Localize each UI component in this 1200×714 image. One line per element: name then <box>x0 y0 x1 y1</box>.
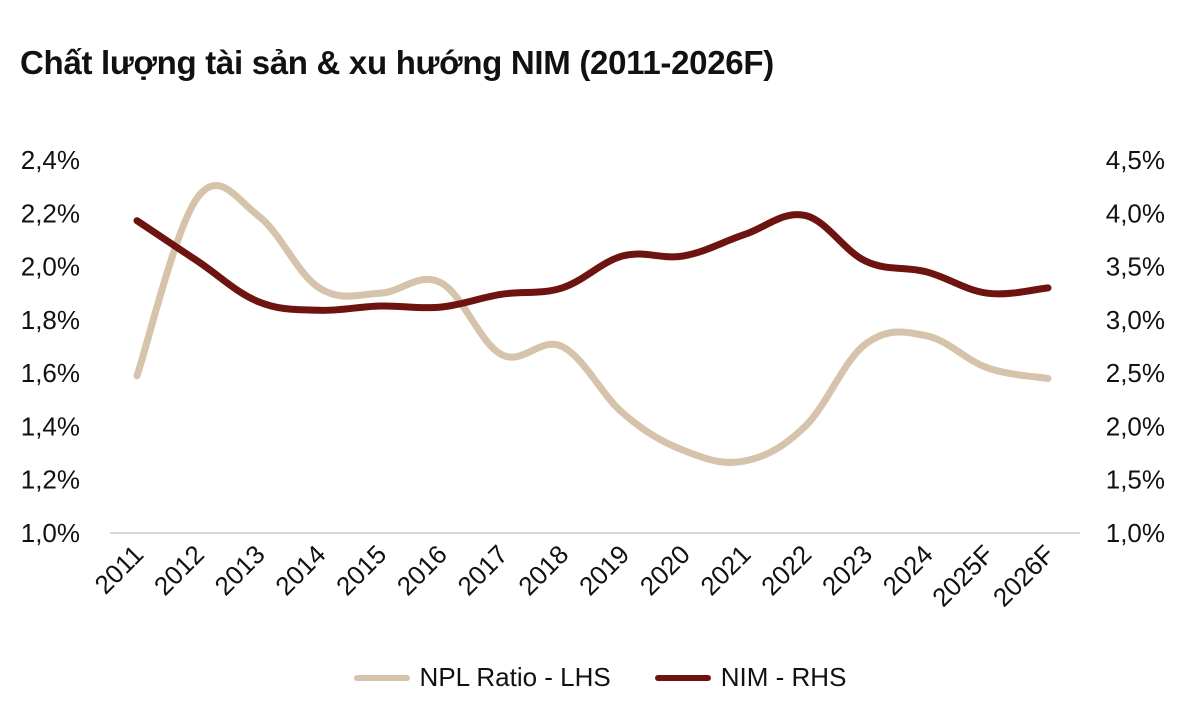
legend-swatch-nim <box>654 674 711 681</box>
right-tick-label: 4,0% <box>1106 198 1165 228</box>
left-tick-label: 2,2% <box>21 198 80 228</box>
right-tick-label: 1,0% <box>1106 518 1165 548</box>
x-tick-label: 2022 <box>755 539 817 601</box>
right-tick-label: 3,0% <box>1106 305 1165 335</box>
x-tick-label: 2025F <box>926 539 999 612</box>
chart-title: Chất lượng tài sản & xu hướng NIM (2011-… <box>20 44 774 81</box>
nim-line <box>133 211 1052 314</box>
left-axis: 1,0% 1,2% 1,4% 1,6% 1,8% 2,0% 2,2% 2,4% <box>21 145 80 548</box>
left-tick-label: 2,0% <box>21 252 80 282</box>
right-tick-label: 3,5% <box>1106 252 1165 282</box>
x-axis: 2011201220132014201520162017201820192020… <box>88 539 1060 612</box>
x-tick-label: 2026F <box>987 539 1060 612</box>
right-axis: 1,0% 1,5% 2,0% 2,5% 3,0% 3,5% 4,0% 4,5% <box>1106 145 1165 548</box>
x-tick-label: 2012 <box>148 539 210 601</box>
left-tick-label: 1,2% <box>21 465 80 495</box>
right-tick-label: 4,5% <box>1106 145 1165 175</box>
x-tick-label: 2014 <box>269 539 331 601</box>
x-tick-label: 2020 <box>634 539 696 601</box>
left-tick-label: 1,8% <box>21 305 80 335</box>
x-tick-label: 2018 <box>512 539 574 601</box>
x-tick-label: 2017 <box>452 539 514 601</box>
x-tick-label: 2019 <box>573 539 635 601</box>
legend-label-npl: NPL Ratio - LHS <box>419 662 611 692</box>
x-tick-label: 2016 <box>391 539 453 601</box>
x-tick-label: 2021 <box>694 539 756 601</box>
left-tick-label: 1,6% <box>21 358 80 388</box>
series-layer <box>133 182 1052 466</box>
legend: NPL Ratio - LHS NIM - RHS <box>0 662 1200 693</box>
legend-item-nim: NIM - RHS <box>654 662 847 693</box>
right-tick-label: 2,5% <box>1106 358 1165 388</box>
left-tick-label: 1,4% <box>21 411 80 441</box>
legend-item-npl: NPL Ratio - LHS <box>353 662 611 693</box>
x-tick-label: 2023 <box>816 539 878 601</box>
npl-ratio-line <box>133 182 1052 466</box>
legend-swatch-npl <box>353 674 410 681</box>
x-tick-label: 2011 <box>88 539 149 600</box>
x-tick-label: 2015 <box>330 539 392 601</box>
left-tick-label: 1,0% <box>21 518 80 548</box>
legend-label-nim: NIM - RHS <box>720 662 847 692</box>
right-tick-label: 1,5% <box>1106 465 1165 495</box>
left-tick-label: 2,4% <box>21 145 80 175</box>
right-tick-label: 2,0% <box>1106 411 1165 441</box>
line-chart: 1,0% 1,2% 1,4% 1,6% 1,8% 2,0% 2,2% 2,4% 1,0% 1,5… <box>21 145 1165 612</box>
x-tick-label: 2013 <box>209 539 271 601</box>
